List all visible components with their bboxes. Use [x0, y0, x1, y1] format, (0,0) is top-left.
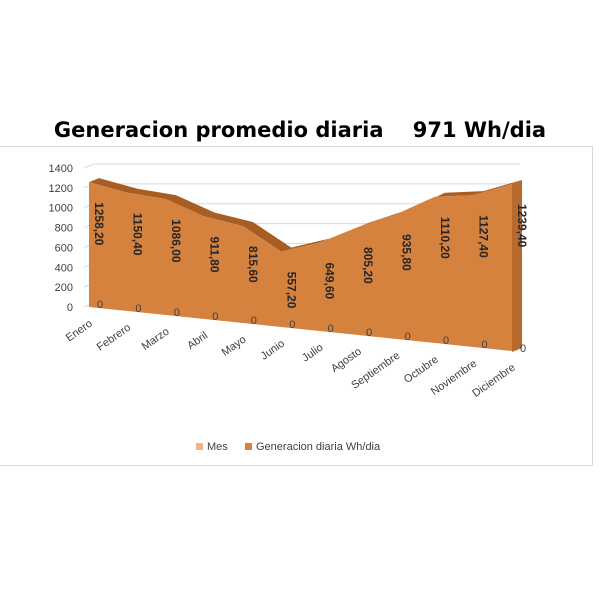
- y-tick-label: 600: [55, 242, 73, 254]
- legend-label: Mes: [207, 441, 228, 453]
- x-tick-label: Agosto: [329, 346, 364, 375]
- y-tick-label: 400: [55, 262, 73, 274]
- data-label: 935,80: [400, 234, 414, 271]
- data-label: 1110,20: [438, 217, 452, 259]
- y-tick-label: 1000: [49, 203, 73, 215]
- zero-data-label: 0: [405, 331, 411, 343]
- data-label: 1086,00: [169, 219, 183, 263]
- y-axis: 0 200 400 600 800 1000 1200 1400: [49, 163, 73, 314]
- data-label: 557,20: [284, 272, 298, 309]
- data-label: 1239,40: [515, 204, 529, 248]
- data-labels: 1258,20 1150,40 1086,00 911,80 815,60 557,20 6…: [92, 202, 529, 355]
- x-tick-label: Abril: [185, 330, 210, 352]
- x-tick-label: Mayo: [220, 334, 249, 359]
- y-tick-label: 800: [55, 223, 73, 235]
- y-tick-label: 1400: [49, 163, 73, 175]
- gridline-depth: [83, 163, 95, 169]
- zero-data-label: 0: [135, 303, 141, 315]
- x-tick-label: Julio: [300, 342, 325, 365]
- data-label: 1258,20: [92, 202, 106, 246]
- data-label: 1150,40: [130, 213, 144, 256]
- legend-label: Generacion diaria Wh/dia: [256, 441, 381, 453]
- x-tick-label: Enero: [64, 318, 95, 345]
- data-label: 649,60: [323, 263, 337, 300]
- zero-data-label: 0: [328, 323, 334, 335]
- area-side-face: [512, 179, 522, 352]
- y-tick-label: 200: [55, 282, 73, 294]
- data-label: 911,80: [207, 236, 221, 272]
- legend-swatch: [245, 443, 252, 450]
- zero-data-label: 0: [174, 307, 180, 319]
- zero-data-label: 0: [212, 311, 218, 323]
- zero-data-label: 0: [366, 327, 372, 339]
- zero-data-label: 0: [289, 319, 295, 331]
- data-label: 805,20: [361, 247, 375, 284]
- data-label: 815,60: [246, 246, 260, 283]
- area-series-generacion: [89, 182, 512, 351]
- chart-title: Generacion promedio diaria 971 Wh/dia: [53, 118, 547, 142]
- zero-data-label: 0: [481, 339, 487, 351]
- zero-data-label: 0: [251, 315, 257, 327]
- zero-data-label: 0: [97, 299, 103, 311]
- legend-swatch: [196, 443, 203, 450]
- legend: Mes Generacion diaria Wh/dia: [196, 441, 381, 453]
- x-tick-label: Octubre: [402, 354, 441, 386]
- plot-area: [88, 178, 522, 352]
- zero-data-label: 0: [520, 343, 526, 355]
- zero-data-label: 0: [443, 335, 449, 347]
- y-tick-label: 0: [67, 302, 73, 314]
- chart-area: [0, 146, 593, 466]
- data-label: 1127,40: [477, 215, 491, 258]
- y-tick-label: 1200: [49, 183, 73, 195]
- x-tick-label: Junio: [259, 338, 287, 363]
- x-tick-label: Marzo: [140, 326, 172, 353]
- x-tick-label: Febrero: [95, 322, 133, 354]
